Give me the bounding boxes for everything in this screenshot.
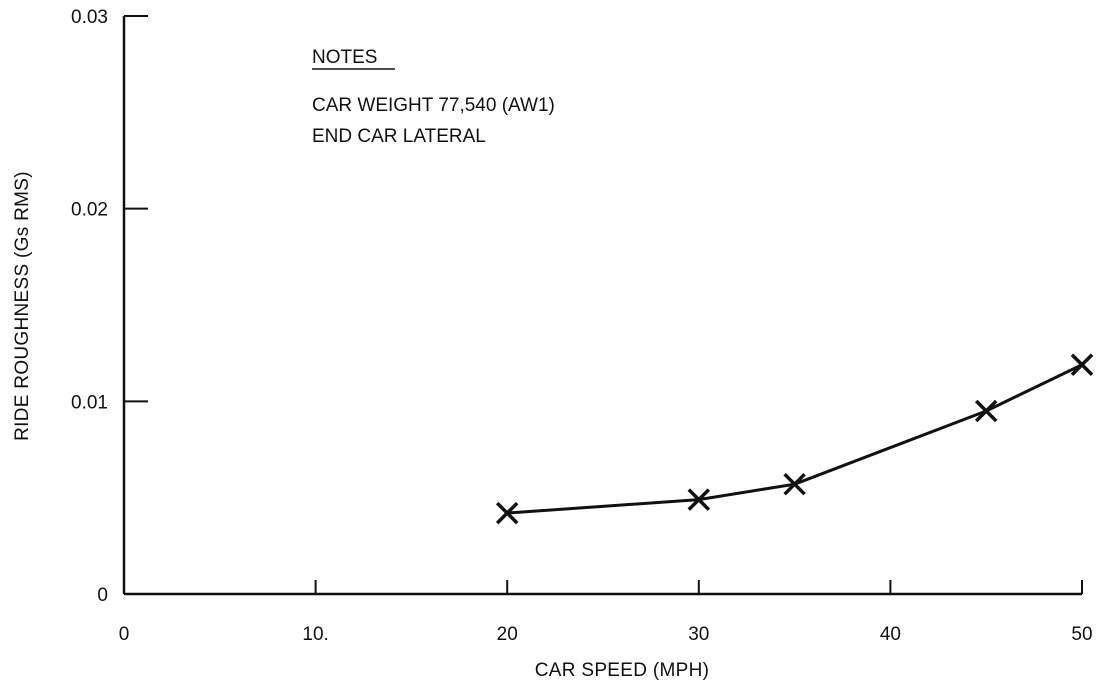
data-point-marker (687, 488, 711, 511)
data-point-marker (1070, 353, 1094, 376)
x-tick-label: 20 (497, 624, 518, 645)
notes-heading: NOTES (312, 47, 377, 68)
x-tick-label: 10. (302, 624, 328, 645)
x-axis-title: CAR SPEED (MPH) (535, 660, 709, 681)
y-ticks: 0 0.01 0.02 0.03 (71, 7, 148, 606)
notes-line-2: END CAR LATERAL (312, 126, 486, 147)
x-ticks: 0 10. 20 30 40 50 (119, 580, 1093, 645)
data-point-marker (974, 399, 998, 423)
x-tick-label: 0 (119, 624, 130, 645)
y-axis-title: RIDE ROUGHNESS (Gs RMS) (12, 171, 33, 441)
notes-line-1: CAR WEIGHT 77,540 (AW1) (312, 95, 555, 116)
x-tick-label: 40 (880, 624, 901, 645)
series-line (507, 363, 1083, 515)
data-point-marker (783, 472, 806, 496)
y-tick-label: 0.03 (71, 7, 108, 28)
y-tick-label: 0.02 (71, 200, 108, 221)
x-tick-label: 30 (688, 624, 709, 645)
series-ride-roughness (495, 353, 1094, 525)
y-tick-label: 0.01 (71, 392, 108, 413)
notes-annotation: NOTES CAR WEIGHT 77,540 (AW1) END CAR LA… (312, 47, 555, 147)
axes (122, 16, 1082, 596)
y-tick-label: 0 (97, 585, 108, 606)
x-tick-label: 50 (1071, 624, 1092, 645)
data-point-marker (495, 501, 519, 525)
